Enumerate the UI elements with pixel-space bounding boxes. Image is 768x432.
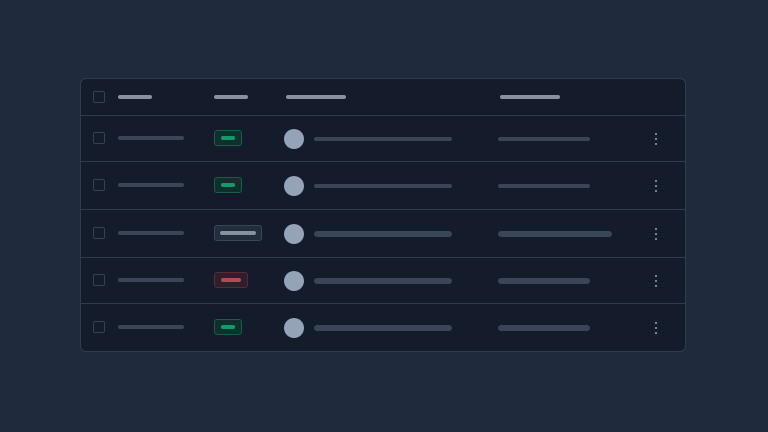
status-badge-text-placeholder <box>221 183 235 187</box>
kebab-dot <box>655 228 657 230</box>
status-badge-text-placeholder <box>220 231 256 235</box>
status-badge-text-placeholder <box>221 136 235 140</box>
detail-placeholder <box>498 231 612 237</box>
detail-placeholder <box>498 184 590 188</box>
kebab-dot <box>655 280 657 282</box>
kebab-dot <box>655 133 657 135</box>
kebab-dot <box>655 138 657 140</box>
row-checkbox[interactable] <box>93 274 105 286</box>
column-header-placeholder <box>118 95 152 99</box>
avatar <box>284 129 304 149</box>
kebab-dot <box>655 275 657 277</box>
user-placeholder <box>314 184 452 188</box>
select-all-checkbox[interactable] <box>93 91 105 103</box>
row-actions-menu-icon[interactable] <box>652 322 660 336</box>
row-actions-menu-icon[interactable] <box>652 133 660 147</box>
user-placeholder <box>314 231 452 237</box>
name-placeholder <box>118 231 184 235</box>
status-badge-neutral <box>214 225 262 241</box>
avatar <box>284 271 304 291</box>
column-header-placeholder <box>214 95 248 99</box>
table-row[interactable] <box>81 209 685 258</box>
kebab-dot <box>655 233 657 235</box>
row-checkbox[interactable] <box>93 321 105 333</box>
table-row[interactable] <box>81 257 685 304</box>
row-actions-menu-icon[interactable] <box>652 275 660 289</box>
kebab-dot <box>655 190 657 192</box>
status-badge-success <box>214 130 242 146</box>
status-badge-success <box>214 319 242 335</box>
kebab-dot <box>655 332 657 334</box>
row-actions-menu-icon[interactable] <box>652 180 660 194</box>
table-header <box>81 79 685 115</box>
column-header-placeholder <box>500 95 560 99</box>
avatar <box>284 318 304 338</box>
row-checkbox[interactable] <box>93 179 105 191</box>
detail-placeholder <box>498 137 590 141</box>
name-placeholder <box>118 136 184 140</box>
status-badge-text-placeholder <box>221 278 241 282</box>
status-badge-text-placeholder <box>221 325 235 329</box>
kebab-dot <box>655 322 657 324</box>
table-row[interactable] <box>81 303 685 351</box>
status-badge-success <box>214 177 242 193</box>
row-actions-menu-icon[interactable] <box>652 228 660 242</box>
avatar <box>284 176 304 196</box>
kebab-dot <box>655 285 657 287</box>
status-badge-danger <box>214 272 248 288</box>
detail-placeholder <box>498 278 590 284</box>
user-placeholder <box>314 137 452 141</box>
kebab-dot <box>655 180 657 182</box>
name-placeholder <box>118 183 184 187</box>
table-row[interactable] <box>81 115 685 162</box>
table-row[interactable] <box>81 161 685 210</box>
kebab-dot <box>655 185 657 187</box>
detail-placeholder <box>498 325 590 331</box>
name-placeholder <box>118 325 184 329</box>
row-checkbox[interactable] <box>93 227 105 239</box>
name-placeholder <box>118 278 184 282</box>
user-placeholder <box>314 278 452 284</box>
row-checkbox[interactable] <box>93 132 105 144</box>
data-table <box>80 78 686 352</box>
kebab-dot <box>655 327 657 329</box>
avatar <box>284 224 304 244</box>
kebab-dot <box>655 143 657 145</box>
kebab-dot <box>655 238 657 240</box>
column-header-placeholder <box>286 95 346 99</box>
user-placeholder <box>314 325 452 331</box>
